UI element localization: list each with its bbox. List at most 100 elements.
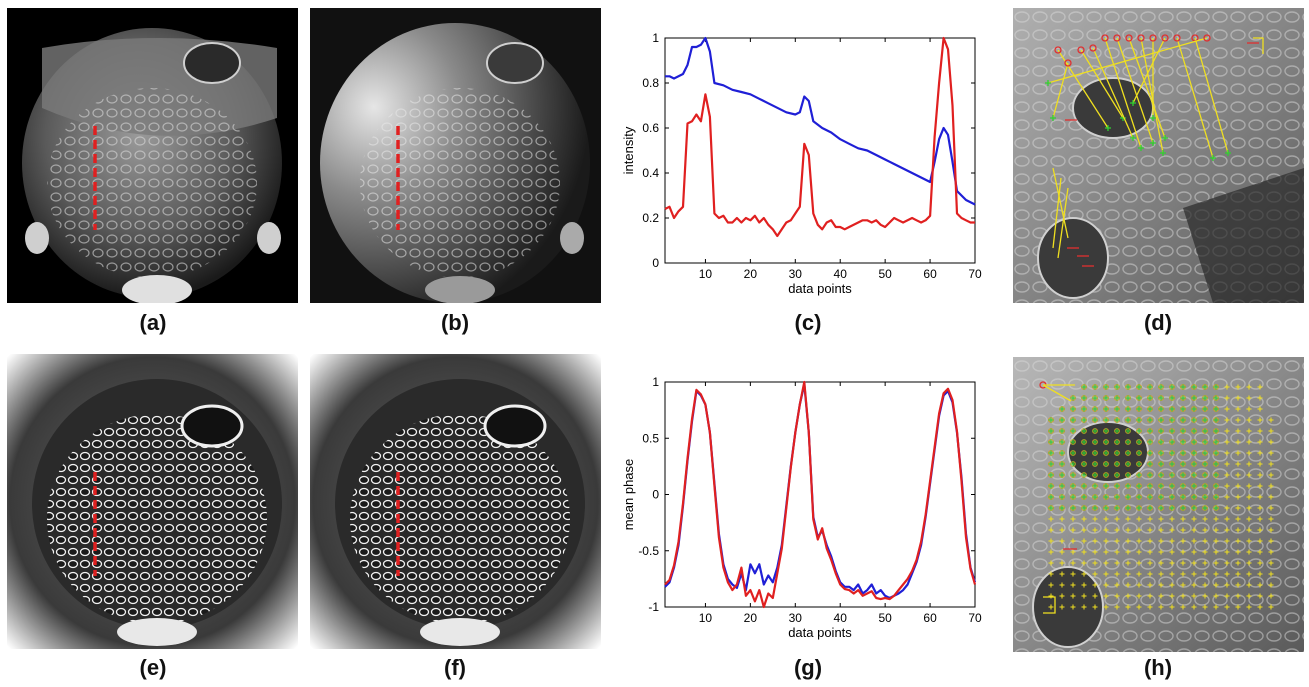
landmark-cross	[1081, 604, 1087, 610]
landmark-cross	[1125, 395, 1131, 401]
landmark-cross	[1147, 538, 1153, 544]
landmark-cross	[1092, 560, 1098, 566]
landmark-cross	[1048, 494, 1054, 500]
landmark-cross	[1114, 494, 1120, 500]
landmark-cross	[1147, 571, 1153, 577]
landmark-cross	[1070, 494, 1076, 500]
landmark-circle	[1125, 34, 1133, 42]
landmark-cross	[1125, 439, 1131, 445]
landmark-cross	[1268, 604, 1274, 610]
landmark-cross	[1103, 494, 1109, 500]
landmark-cross	[1114, 439, 1120, 445]
series-line-blue	[665, 36, 976, 206]
landmark-cross	[1224, 439, 1230, 445]
landmark-cross	[1059, 472, 1065, 478]
landmark-cross	[1235, 549, 1241, 555]
landmark-cross	[1150, 115, 1156, 121]
landmark-cross	[1070, 406, 1076, 412]
landmark-cross	[1202, 582, 1208, 588]
landmark-cross	[1147, 384, 1153, 390]
landmark-cross	[1130, 135, 1136, 141]
phase-image-f	[310, 354, 601, 649]
landmark-cross	[1224, 494, 1230, 500]
landmark-cross	[1224, 505, 1230, 511]
landmark-cross	[1147, 505, 1153, 511]
landmark-cross	[1191, 417, 1197, 423]
landmark-cross	[1114, 593, 1120, 599]
landmark-cross	[1048, 450, 1054, 456]
landmark-cross	[1169, 395, 1175, 401]
landmark-cross	[1070, 582, 1076, 588]
landmark-cross	[1213, 417, 1219, 423]
landmark-cross	[1147, 494, 1153, 500]
landmark-cross	[1180, 439, 1186, 445]
landmark-cross	[1235, 560, 1241, 566]
landmark-cross	[1213, 538, 1219, 544]
match-line	[1128, 37, 1166, 139]
landmark-cross	[1136, 604, 1142, 610]
landmark-cross	[1202, 505, 1208, 511]
landmark-cross	[1147, 582, 1153, 588]
landmark-cross	[1268, 527, 1274, 533]
landmark-cross	[1191, 582, 1197, 588]
landmark-cross	[1048, 582, 1054, 588]
landmark-cross	[1169, 483, 1175, 489]
mri-image-h	[1013, 357, 1304, 652]
y-tick-label: 0.8	[642, 76, 659, 90]
landmark-cross	[1224, 538, 1230, 544]
landmark-cross	[1235, 461, 1241, 467]
landmark-cross	[1158, 450, 1164, 456]
landmark-cross	[1224, 461, 1230, 467]
landmark-cross	[1114, 560, 1120, 566]
landmark-cross	[1081, 505, 1087, 511]
match-line	[1104, 37, 1142, 149]
landmark-circle	[1054, 46, 1062, 54]
landmark-cross	[1147, 395, 1153, 401]
landmark-cross	[1191, 538, 1197, 544]
landmark-cross	[1081, 582, 1087, 588]
landmark-cross	[1125, 406, 1131, 412]
landmark-cross	[1125, 428, 1131, 434]
landmark-cross	[1191, 406, 1197, 412]
y-tick-label: -0.5	[638, 544, 659, 558]
landmark-cross	[1257, 549, 1263, 555]
landmark-cross	[1235, 593, 1241, 599]
landmark-cross	[1103, 549, 1109, 555]
landmark-cross	[1081, 406, 1087, 412]
landmark-cross	[1136, 384, 1142, 390]
landmark-cross	[1210, 155, 1216, 161]
landmark-cross	[1158, 549, 1164, 555]
landmark-bracket	[1253, 37, 1264, 54]
landmark-cross	[1147, 527, 1153, 533]
landmark-cross	[1147, 549, 1153, 555]
match-line	[1092, 47, 1134, 139]
match-line	[1052, 177, 1062, 249]
landmark-cross	[1246, 560, 1252, 566]
landmark-cross	[1246, 395, 1252, 401]
landmark-cross	[1246, 516, 1252, 522]
landmark-cross	[1103, 505, 1109, 511]
landmark-cross	[1136, 461, 1142, 467]
landmark-cross	[1180, 384, 1186, 390]
landmark-cross	[1246, 417, 1252, 423]
landmark-cross	[1235, 450, 1241, 456]
landmark-cross	[1059, 538, 1065, 544]
landmark-cross	[1224, 395, 1230, 401]
landmark-cross	[1213, 604, 1219, 610]
landmark-cross	[1136, 560, 1142, 566]
landmark-cross	[1246, 582, 1252, 588]
landmark-cross	[1136, 395, 1142, 401]
landmark-cross	[1257, 384, 1263, 390]
landmark-cross	[1136, 549, 1142, 555]
x-tick-label: 50	[878, 267, 892, 281]
landmark-cross	[1169, 571, 1175, 577]
landmark-cross	[1070, 428, 1076, 434]
landmark-cross	[1224, 549, 1230, 555]
landmark-cross	[1191, 593, 1197, 599]
landmark-cross	[1059, 593, 1065, 599]
landmark-cross	[1114, 549, 1120, 555]
landmark-cross	[1246, 406, 1252, 412]
landmark-cross	[1235, 494, 1241, 500]
landmark-cross	[1169, 516, 1175, 522]
landmark-cross	[1224, 571, 1230, 577]
